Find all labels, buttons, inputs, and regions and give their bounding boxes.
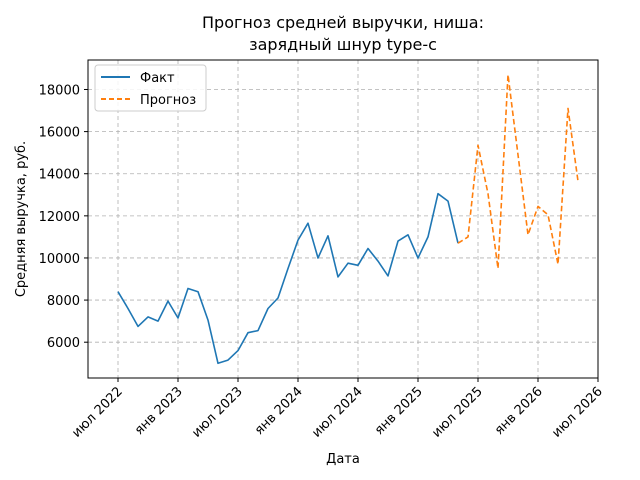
y-tick-label-1: 8000	[47, 294, 80, 309]
x-axis-label: Дата	[326, 452, 360, 467]
chart-title-line-1: Прогноз средней выручки, ниша:	[202, 13, 484, 32]
plot-area-frame	[87, 59, 599, 379]
chart-title-line-2: зарядный шнур type-c	[249, 35, 437, 54]
y-tick-label-2: 10000	[39, 252, 80, 267]
series-line-forecast	[457, 73, 579, 270]
legend-label-forecast: Прогноз	[140, 93, 196, 108]
series-line-fact	[117, 192, 459, 365]
y-axis-label: Средняя выручка, руб.	[14, 141, 29, 297]
y-tick-label-3: 12000	[39, 210, 80, 225]
y-tick-label-6: 18000	[39, 83, 80, 98]
legend-label-fact: Факт	[140, 71, 175, 86]
grid	[88, 60, 599, 378]
y-tick-label-0: 6000	[47, 336, 80, 351]
series-lines	[117, 73, 579, 365]
y-tick-label-4: 14000	[39, 168, 80, 183]
y-tick-label-5: 16000	[39, 126, 80, 141]
legend: Факт Прогноз	[94, 64, 207, 112]
